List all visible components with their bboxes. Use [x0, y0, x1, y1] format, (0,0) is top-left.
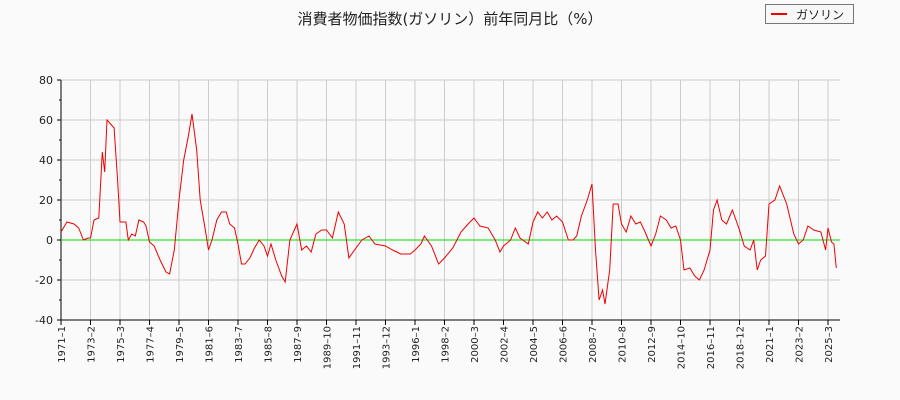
series-line-gasoline	[60, 113, 837, 305]
x-tick-label: 2016–11	[706, 326, 717, 369]
x-tick-label: 1971–1	[57, 326, 68, 363]
y-tick-label: 80	[39, 74, 53, 87]
x-tick-label: 1985–8	[264, 326, 275, 363]
x-tick-label: 1973–2	[87, 326, 98, 363]
x-tick-label: 1983–7	[234, 326, 245, 363]
gridlines	[61, 79, 840, 321]
x-tick-label: 1977–4	[146, 326, 157, 363]
y-tick-label: 20	[39, 194, 53, 207]
y-tick-label: 0	[46, 234, 53, 247]
legend-line-icon	[771, 13, 787, 15]
x-tick-label: 2006–6	[559, 326, 570, 363]
x-tick-label: 1989–10	[323, 326, 334, 369]
y-tick-label: 60	[39, 114, 53, 127]
chart-title: 消費者物価指数(ガソリン）前年同月比（%）	[297, 10, 603, 28]
x-tick-label: 2000–3	[470, 326, 481, 363]
y-tick-label: -20	[35, 274, 53, 287]
y-tick-label: -40	[35, 314, 53, 327]
y-axis: 80 60 40 20 0 -20 -40	[35, 74, 62, 327]
x-axis: 1971–1 1973–2 1975–3 1977–4 1979–5 1981–6 1983…	[57, 319, 840, 369]
legend: ガソリン	[765, 4, 854, 24]
x-tick-label: 2023–2	[795, 326, 806, 363]
x-tick-label: 2021–1	[765, 326, 776, 363]
x-tick-label: 2004–5	[529, 326, 540, 363]
x-tick-label: 1981–6	[205, 326, 216, 363]
x-tick-label: 1975–3	[116, 326, 127, 363]
x-tick-label: 1979–5	[175, 326, 186, 363]
x-tick-label: 2008–7	[588, 326, 599, 363]
y-tick-label: 40	[39, 154, 53, 167]
x-tick-label: 2012–9	[647, 326, 658, 363]
x-tick-label: 1987–9	[293, 326, 304, 363]
x-tick-label: 1998–2	[441, 326, 452, 363]
x-tick-label: 2002–4	[500, 326, 511, 363]
x-tick-label: 2010–8	[618, 326, 629, 363]
x-tick-label: 2018–12	[736, 326, 747, 369]
x-tick-label: 1991–11	[352, 326, 363, 369]
legend-label: ガソリン	[796, 7, 845, 22]
x-tick-label: 1996–1	[411, 326, 422, 363]
x-tick-label: 1993–12	[382, 326, 393, 369]
x-tick-label: 2014–10	[677, 326, 688, 369]
x-tick-label: 2025–3	[824, 326, 835, 363]
